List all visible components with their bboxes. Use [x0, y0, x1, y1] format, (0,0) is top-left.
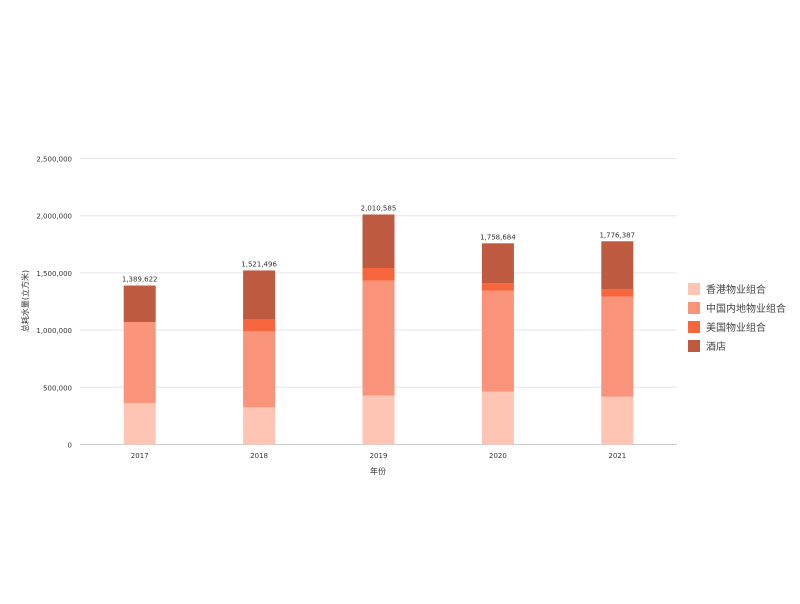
legend-swatch — [688, 301, 700, 314]
y-tick-label: 1,000,000 — [36, 327, 72, 335]
legend-item: 酒店 — [688, 336, 786, 355]
total-data-label: 2,010,585 — [361, 204, 397, 212]
bar-segment — [123, 321, 156, 403]
legend-label: 美国物业组合 — [706, 323, 766, 334]
bar-segment — [362, 214, 395, 268]
bar-segment — [243, 270, 276, 320]
total-data-label: 1,776,387 — [599, 231, 635, 239]
y-tick-label: 0 — [68, 442, 72, 450]
bar-segment — [601, 241, 634, 290]
total-data-label: 1,521,496 — [241, 260, 277, 268]
bar-segment — [601, 289, 634, 297]
y-tick-label: 2,000,000 — [36, 213, 72, 221]
x-tick-label: 2018 — [250, 452, 268, 460]
legend-label: 中国内地物业组合 — [706, 304, 786, 315]
y-axis-label: 总耗水量(立方米) — [20, 270, 30, 332]
bar-segment — [481, 391, 514, 445]
legend-item: 美国物业组合 — [688, 317, 786, 336]
bar-segment — [481, 243, 514, 284]
bar-segment — [601, 296, 634, 397]
x-axis-label: 年份 — [370, 466, 386, 476]
legend-label: 香港物业组合 — [706, 285, 766, 296]
legend-swatch — [688, 339, 700, 352]
legend-swatch — [688, 320, 700, 333]
x-tick-label: 2021 — [608, 452, 626, 460]
bar-segment — [362, 267, 395, 281]
bar-segment — [601, 396, 634, 445]
bar-segment — [243, 407, 276, 445]
y-tick-label: 1,500,000 — [36, 270, 72, 278]
bar-segment — [481, 290, 514, 392]
bar-segment — [123, 285, 156, 322]
bar-segment — [362, 395, 395, 445]
legend-item: 中国内地物业组合 — [688, 298, 786, 317]
legend-label: 酒店 — [706, 342, 726, 353]
x-tick-label: 2020 — [489, 452, 507, 460]
bar-segment — [362, 280, 395, 396]
total-data-label: 1,758,684 — [480, 233, 516, 241]
bar-segment — [123, 402, 156, 445]
bar-segment — [243, 319, 276, 332]
y-tick-label: 2,500,000 — [36, 156, 72, 164]
x-tick-label: 2017 — [131, 452, 149, 460]
x-tick-label: 2019 — [370, 452, 388, 460]
legend-swatch — [688, 282, 700, 295]
total-data-label: 1,389,622 — [122, 276, 158, 284]
y-tick-label: 500,000 — [43, 384, 72, 392]
legend: 香港物业组合中国内地物业组合 美国物业组合 酒店 — [688, 279, 786, 355]
bar-segment — [481, 283, 514, 291]
legend-item: 香港物业组合 — [688, 279, 786, 298]
bar-segment — [243, 331, 276, 408]
